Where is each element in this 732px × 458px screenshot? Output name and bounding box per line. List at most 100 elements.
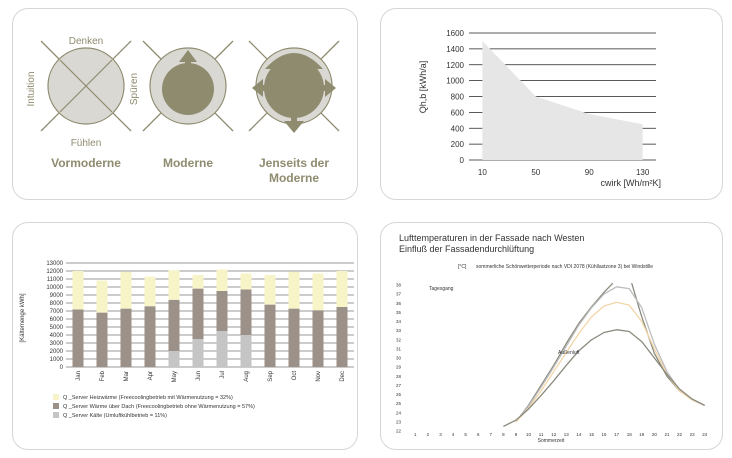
- x-tick-label: Aug: [244, 371, 250, 382]
- x-tick-label: 20: [652, 432, 658, 437]
- label-denken: Denken: [69, 36, 103, 47]
- bar-segment: [216, 291, 228, 331]
- x-tick-label: Jun: [196, 371, 202, 381]
- x-tick-label: 16: [602, 432, 608, 437]
- y-tick-label: 36: [396, 301, 402, 306]
- bar-segment: [312, 273, 324, 311]
- x-tick-label: 5: [464, 432, 467, 437]
- y-tick-label: 1400: [446, 45, 464, 54]
- chart-subtitle: sommerliche Schönwetterperiode nach VDI …: [476, 264, 653, 270]
- bar-segment: [216, 269, 228, 291]
- arrow-right-icon: [325, 79, 336, 97]
- legend-swatch: [53, 394, 59, 400]
- x-tick-label: 7: [490, 432, 493, 437]
- y-tick-label: 23: [396, 419, 402, 424]
- chart-title-line2: Einfluß der Fassadendurchlüftung: [399, 244, 534, 254]
- caption-vormoderne: Vormoderne: [51, 156, 121, 170]
- y-tick-label: 12000: [46, 269, 63, 275]
- y-tick-label: 0: [60, 365, 64, 371]
- x-tick-label: Dec: [340, 371, 346, 382]
- arrow-down-icon: [284, 121, 304, 133]
- x-tick-label: Oct: [292, 371, 298, 381]
- y-tick-label: 31: [396, 346, 402, 351]
- x-tick-label: 130: [636, 168, 650, 177]
- y-tick-label: 13000: [46, 261, 63, 267]
- x-tick-label: 22: [677, 432, 683, 437]
- y-tick-label: 24: [396, 410, 402, 415]
- bar-segment: [120, 308, 132, 367]
- y-tick-label: 1600: [446, 29, 464, 38]
- bar-segment: [96, 280, 108, 313]
- y-tick-label: 7000: [50, 309, 64, 315]
- bar-segment: [120, 271, 132, 309]
- bar-segment: [72, 271, 84, 310]
- y-tick-label: 1200: [446, 61, 464, 70]
- x-tick-label: 9: [515, 432, 518, 437]
- bar-segment: [192, 275, 204, 289]
- bar-segment: [336, 307, 348, 367]
- y-tick-label: 33: [396, 328, 402, 333]
- bar-segment: [96, 312, 108, 367]
- y-tick-label: 11000: [47, 277, 64, 283]
- x-tick-label: 18: [627, 432, 633, 437]
- x-tick-label: Apr: [148, 371, 154, 380]
- label-intuition: Intuition: [26, 71, 37, 106]
- bar-segment: [264, 304, 276, 367]
- y-tick-label: 10000: [46, 285, 63, 291]
- x-tick-label: 17: [614, 432, 620, 437]
- y-tick-label: 37: [396, 292, 402, 297]
- x-tick-label: Jan: [76, 371, 82, 381]
- y-tick-label: 2000: [50, 349, 64, 355]
- bar-segment: [144, 276, 156, 307]
- bar-segment: [240, 273, 252, 290]
- bar-segment: [216, 331, 228, 367]
- y-tick-label: 34: [396, 319, 402, 324]
- facade-temperature-chart-panel: Lufttemperaturen in der Fassade nach Wes…: [380, 222, 723, 450]
- y-tick-label: 1000: [50, 357, 64, 363]
- x-tick-label: 12: [551, 432, 557, 437]
- y-tick-label: 8000: [50, 301, 64, 307]
- x-tick-label: 19: [639, 432, 645, 437]
- y-tick-label: 30: [396, 356, 402, 361]
- y-axis-label: Qh,b [kWh/a]: [418, 61, 428, 114]
- bar-segment: [288, 308, 300, 367]
- heating-demand-chart-panel: 0 200 400 600 800 1000 1200 1400 1600 10 50 90 130 Q…: [380, 8, 723, 200]
- x-tick-label: 1: [414, 432, 417, 437]
- x-axis-label: cwirk [Wh/m²K]: [601, 178, 662, 188]
- bar-segment: [168, 270, 180, 300]
- x-axis-label: Sommerzeit: [538, 438, 565, 444]
- temperature-line-1: [631, 283, 705, 406]
- arrow-up-icon: [179, 50, 197, 62]
- legend: Q _Server Heizwärme (Freecoolingbetrieb …: [53, 394, 255, 419]
- bar-segment: [312, 310, 324, 367]
- y-tick-label: 5000: [50, 325, 64, 331]
- legend-label: Q _Server Kälte (Umluftkühlbetrieb = 11%…: [63, 413, 167, 419]
- y-tick-label: 4000: [50, 333, 64, 339]
- x-tick-label: 23: [690, 432, 696, 437]
- unit-label: [°C]: [458, 264, 467, 270]
- y-tick-label: 600: [451, 108, 465, 117]
- y-tick-label: 38: [396, 283, 402, 288]
- x-tick-label: Mar: [124, 371, 130, 381]
- x-tick-label: Jul: [220, 371, 226, 379]
- x-tick-label: 8: [502, 432, 505, 437]
- legend-label: Q _Server Wärme über Dach (Freecoolingbe…: [63, 404, 255, 410]
- legend-label: Q _Server Heizwärme (Freecoolingbetrieb …: [63, 395, 233, 401]
- bar-segment: [336, 271, 348, 307]
- y-tick-label: 32: [396, 337, 402, 342]
- y-tick-label: 200: [451, 140, 465, 149]
- bar-segment: [168, 299, 180, 351]
- y-tick-label: 22: [396, 429, 402, 434]
- y-tick-label: 400: [451, 124, 465, 133]
- legend-swatch: [53, 403, 59, 409]
- y-tick-label: 27: [396, 383, 402, 388]
- temperature-line-3: [515, 301, 705, 423]
- bar-segment: [192, 288, 204, 339]
- bar-segment: [288, 271, 300, 309]
- x-tick-label: 10: [478, 168, 487, 177]
- x-tick-label: 90: [585, 168, 594, 177]
- bar-segment: [240, 289, 252, 335]
- temperature-line-0: [515, 282, 614, 423]
- annotation-tagesgang: Tagesgang: [429, 286, 454, 292]
- modernity-diagram: Denken Fühlen Intuition Spüren: [26, 36, 340, 185]
